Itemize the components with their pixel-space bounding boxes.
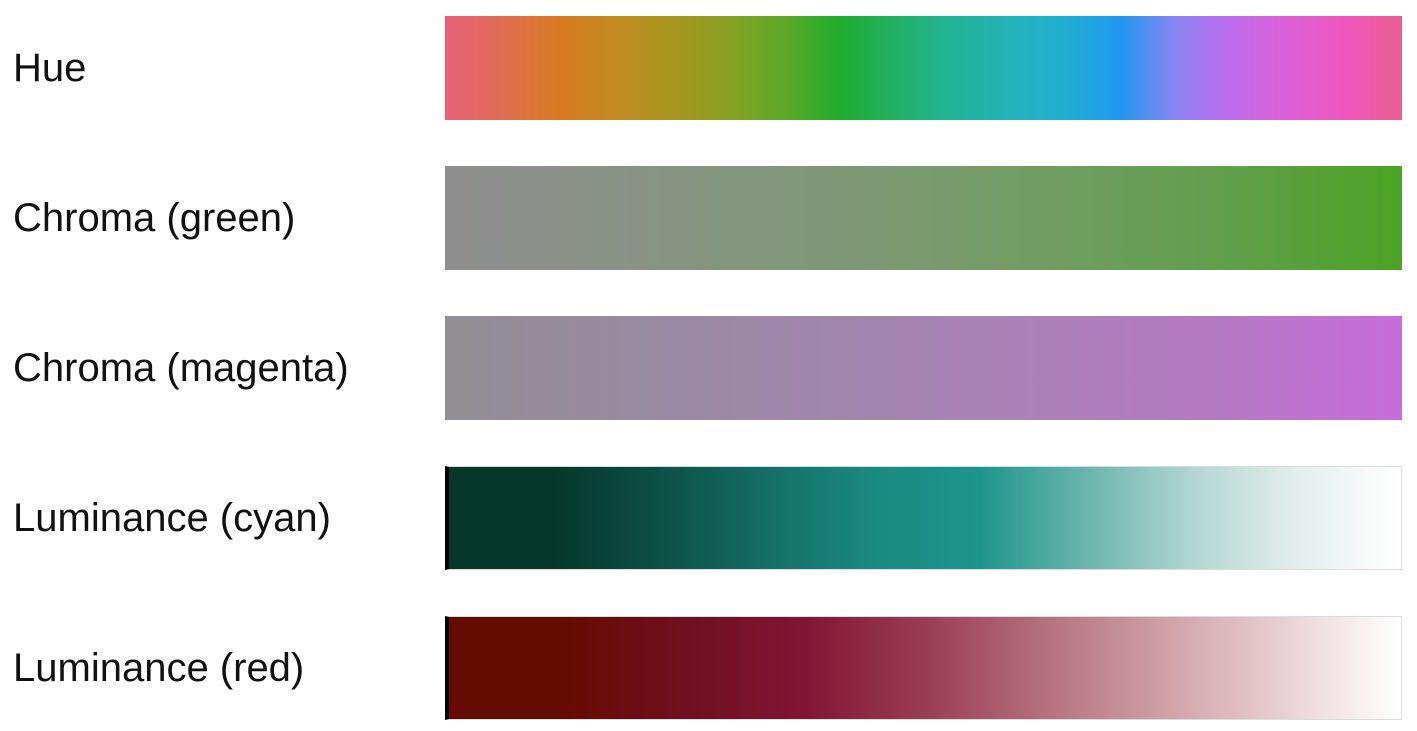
row-luminance-cyan: Luminance (cyan) — [0, 466, 1417, 570]
row-hue: Hue — [0, 16, 1417, 120]
row-label: Luminance (cyan) — [13, 496, 331, 540]
row-luminance-red: Luminance (red) — [0, 616, 1417, 720]
chroma-magenta-gradient-bar — [445, 316, 1402, 420]
row-label: Hue — [13, 46, 87, 90]
row-label: Chroma (magenta) — [13, 346, 349, 390]
luminance-red-gradient-bar — [445, 616, 1402, 720]
row-chroma-green: Chroma (green) — [0, 166, 1417, 270]
hue-gradient-bar — [445, 16, 1402, 120]
row-label: Chroma (green) — [13, 196, 296, 240]
chroma-green-gradient-bar — [445, 166, 1402, 270]
row-label: Luminance (red) — [13, 646, 305, 690]
luminance-cyan-gradient-bar — [445, 466, 1402, 570]
row-chroma-magenta: Chroma (magenta) — [0, 316, 1417, 420]
